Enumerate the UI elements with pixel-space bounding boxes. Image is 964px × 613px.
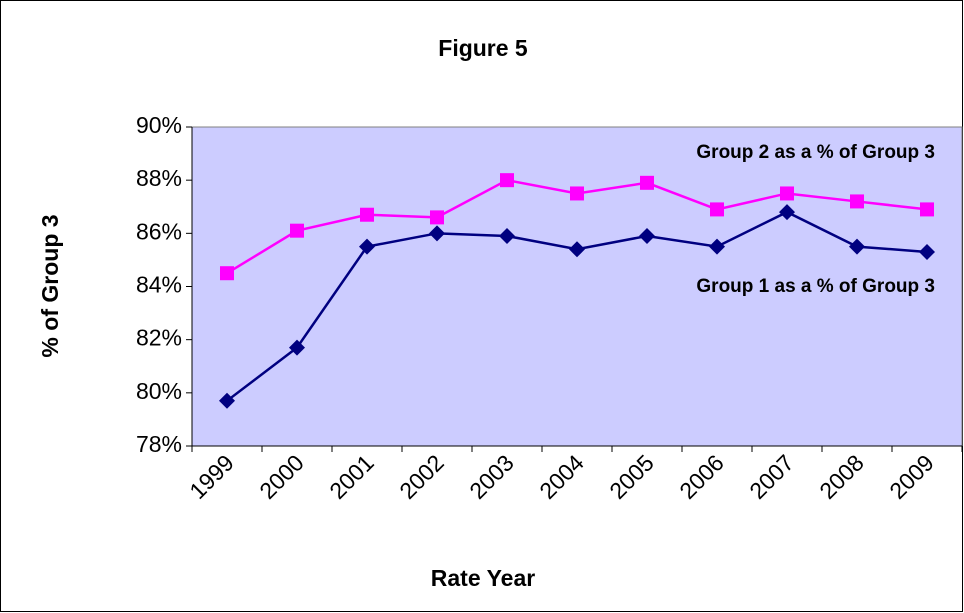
marker — [219, 392, 235, 409]
marker — [430, 210, 444, 225]
y-axis-label: % of Group 3 — [37, 214, 63, 357]
marker — [710, 202, 724, 217]
marker — [919, 243, 935, 260]
marker — [850, 194, 864, 209]
y-tick-label: 86% — [136, 218, 182, 244]
y-tick-label: 90% — [136, 112, 182, 138]
marker — [429, 225, 445, 242]
marker — [569, 241, 585, 258]
marker — [640, 175, 654, 190]
marker — [639, 227, 655, 244]
marker — [500, 173, 514, 188]
marker — [220, 266, 234, 281]
plot-area — [191, 126, 963, 447]
chart-title: Figure 5 — [438, 35, 528, 61]
marker — [779, 204, 795, 221]
marker — [780, 186, 794, 201]
marker — [359, 238, 375, 255]
series-label: Group 2 as a % of Group 3 — [696, 142, 935, 163]
marker — [290, 223, 304, 238]
marker — [920, 202, 934, 217]
x-axis-label: Rate Year — [431, 565, 535, 591]
y-tick-label: 82% — [136, 325, 182, 351]
y-tick-label: 78% — [136, 431, 182, 457]
marker — [289, 339, 305, 356]
marker — [360, 207, 374, 222]
marker — [849, 238, 865, 255]
y-tick-label: 84% — [136, 272, 182, 298]
marker — [499, 227, 515, 244]
y-tick-label: 80% — [136, 378, 182, 404]
marker — [570, 186, 584, 201]
y-tick-label: 88% — [136, 165, 182, 191]
marker — [709, 238, 725, 255]
series-label: Group 1 as a % of Group 3 — [696, 276, 935, 297]
